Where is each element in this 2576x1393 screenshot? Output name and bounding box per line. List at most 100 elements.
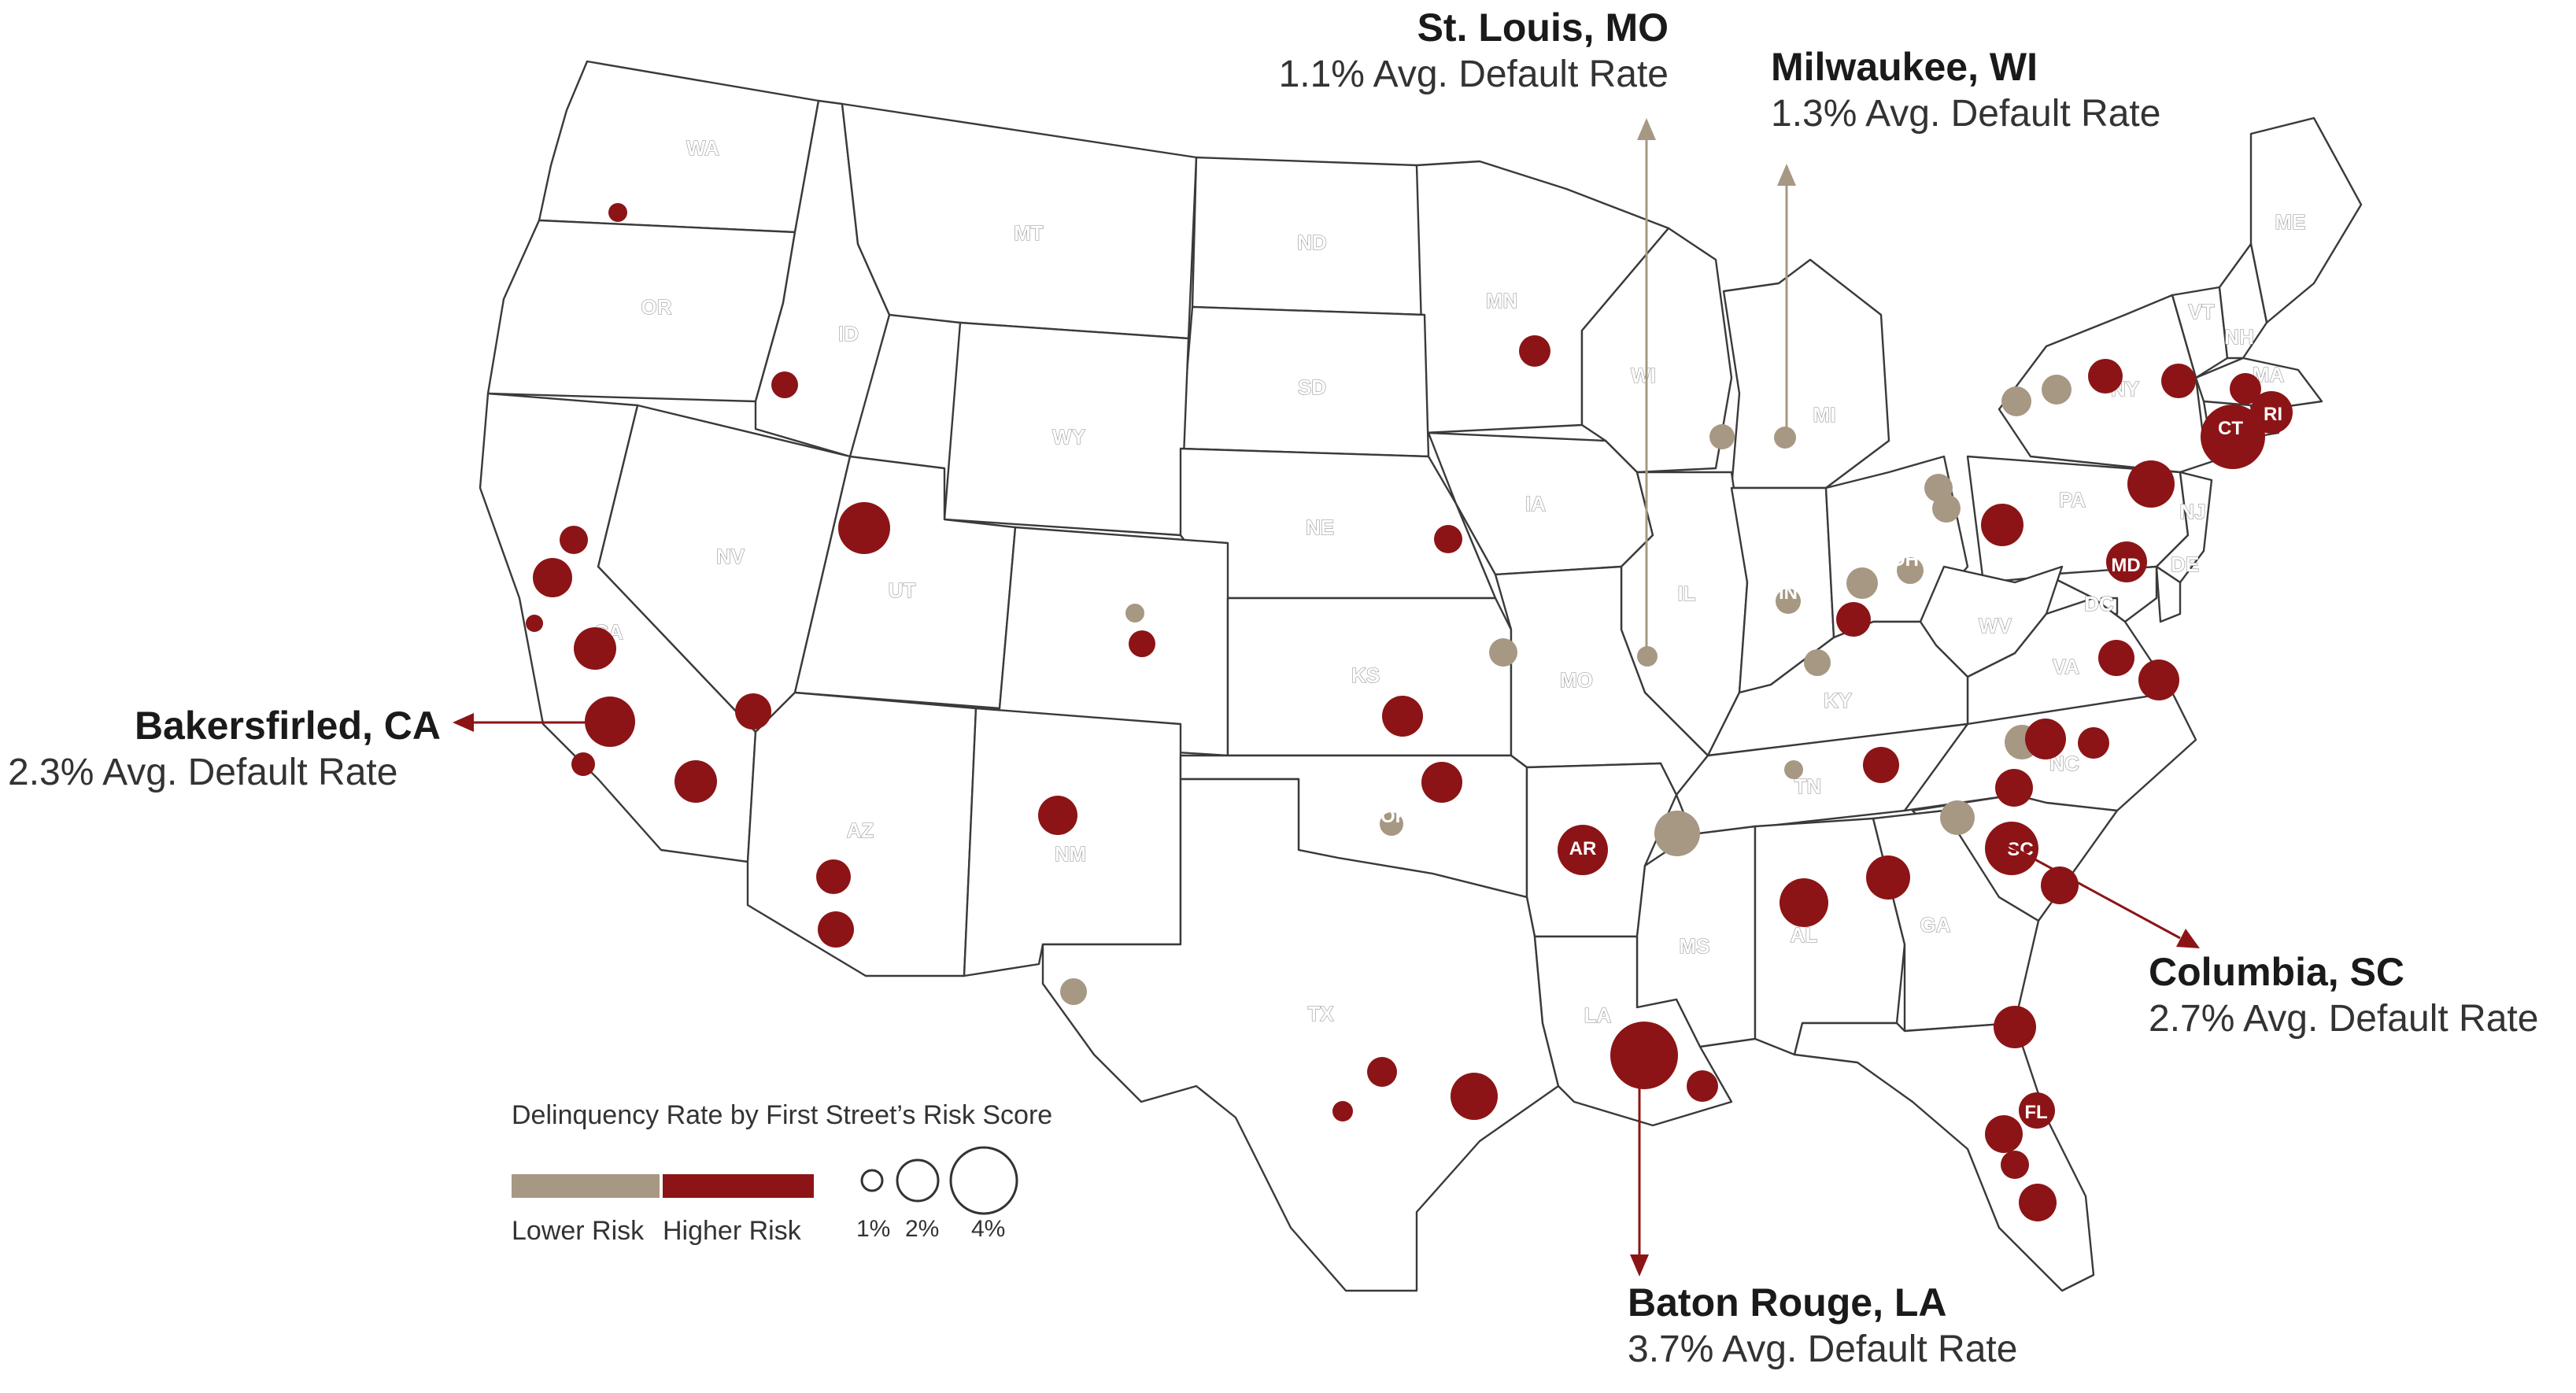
state-label-ND: ND [1297,231,1327,254]
st-louis-arrowhead [1637,118,1656,140]
lower-risk-city-bubble [1060,978,1087,1005]
callout-st-louis: St. Louis, MO 1.1% Avg. Default Rate [1259,4,1669,98]
callout-rate: 2.7% Avg. Default Rate [2149,998,2539,1040]
higher-risk-city-bubble [571,752,595,776]
baton-rouge-arrowhead [1630,1254,1649,1277]
lower-risk-city-bubble [1932,494,1961,523]
lower-risk-city-bubble [1637,646,1658,667]
higher-risk-city-bubble [560,526,588,554]
state-label-UT: UT [889,578,916,602]
state-label-WV: WV [1979,614,2012,637]
legend-higher-label: Higher Risk [663,1216,801,1246]
state-label-TX: TX [1307,1002,1334,1025]
higher-risk-city-bubble [2106,541,2147,582]
legend-lower-label: Lower Risk [512,1216,645,1246]
higher-risk-city-bubble [1985,822,2038,875]
state-label-PA: PA [2059,488,2086,512]
higher-risk-city-bubble [1866,855,1910,900]
state-label-NC: NC [2049,752,2079,775]
higher-risk-city-bubble [1558,825,1608,875]
higher-risk-city-bubble [1995,769,2033,807]
columbia-arrow-line [2002,841,2181,940]
callout-rate: 1.3% Avg. Default Rate [1771,93,2161,135]
callout-rate: 2.3% Avg. Default Rate [8,752,398,793]
lower-risk-city-bubble [1784,760,1803,779]
higher-risk-city-bubble [2250,391,2293,434]
callout-bakersfield: Bakersfirled, CA 2.3% Avg. Default Rate [8,702,464,796]
higher-risk-city-bubble [674,760,717,803]
callout-city: Milwaukee, WI [1771,45,2038,89]
state-label-OR: OR [641,295,672,319]
legend-size-1pct [860,1169,884,1192]
state-label-NE: NE [1306,515,1334,539]
callout-rate: 3.7% Avg. Default Rate [1628,1328,2018,1370]
state-label-RI: RI [2264,404,2282,425]
state-MI [1722,258,1890,490]
higher-risk-city-bubble [1519,335,1550,367]
callout-arrows [453,118,2200,1277]
higher-risk-city-bubble [2098,640,2134,676]
state-label-AZ: AZ [847,818,874,842]
lower-risk-city-bubble [1654,811,1700,856]
higher-risk-city-bubble [1981,504,2023,546]
state-label-AR: AR [1569,838,1597,859]
state-label-MD: MD [2111,555,2140,576]
legend-title: Delinquency Rate by First Street’s Risk … [512,1100,1053,1130]
higher-risk-city-bubble [2201,405,2265,469]
legend-lower-risk-bar [512,1174,660,1198]
state-label-MS: MS [1680,934,1710,958]
lower-risk-city-bubble [2042,375,2072,405]
higher-risk-city-bubble [1836,602,1871,637]
higher-risk-city-bubble [585,696,635,747]
lower-risk-city-bubble [1897,557,1924,584]
lower-risk-city-bubble [1125,604,1144,623]
state-label-TN: TN [1794,774,1822,798]
higher-risk-city-bubble [2041,866,2079,904]
state-label-MI: MI [1813,403,1836,427]
state-label-CT: CT [2218,418,2243,439]
lower-risk-city-bubble [1940,800,1975,835]
higher-risk-city-bubble [1994,1006,2036,1048]
higher-risk-city-bubble [1451,1073,1498,1120]
state-label-GA: GA [1920,913,1951,937]
higher-risk-city-bubble [533,558,572,597]
higher-risk-city-bubble [1985,1115,2023,1153]
higher-risk-city-bubble [2019,1184,2057,1221]
higher-risk-city-bubble [818,911,854,948]
state-KY [1706,620,1969,757]
state-label-KS: KS [1351,663,1380,687]
higher-risk-city-bubble [816,859,851,894]
state-DE [2155,565,2182,623]
state-label-KY: KY [1824,689,1852,712]
state-label-FL: FL [2024,1102,2047,1123]
higher-risk-city-bubble [2138,660,2179,700]
higher-risk-city-bubble [2161,364,2196,398]
legend-size-label-2: 2% [905,1216,940,1242]
higher-risk-city-bubble [1687,1070,1718,1102]
higher-risk-city-bubble [1367,1057,1397,1087]
state-label-VA: VA [2053,655,2079,678]
state-FL [1793,1022,2095,1292]
state-label-VT: VT [2188,300,2214,323]
lower-risk-city-bubble [1709,424,1735,449]
state-label-MT: MT [1014,221,1044,245]
state-label-IN: IN [1779,582,1798,604]
state-label-MN: MN [1486,289,1517,312]
higher-risk-city-bubble [1610,1022,1678,1089]
state-boundaries [479,60,2363,1292]
legend-higher-risk-bar [663,1174,814,1198]
higher-risk-city-bubble [1863,747,1899,783]
higher-risk-city-bubble [2230,373,2261,405]
state-label-WI: WI [1631,364,1656,387]
higher-risk-city-bubble [1038,796,1077,835]
higher-risk-city-bubble [526,615,543,632]
state-TX [1041,778,1560,1292]
lower-risk-city-bubble [1804,649,1831,676]
state-NH [2218,242,2268,360]
higher-risk-city-bubble [2001,1151,2029,1179]
state-label-DC: DC [2084,592,2114,615]
legend-size-label-4: 4% [971,1216,1006,1242]
callout-city: Columbia, SC [2149,950,2405,994]
higher-risk-city-bubble [771,371,798,398]
higher-risk-city-bubble [2019,1092,2055,1129]
